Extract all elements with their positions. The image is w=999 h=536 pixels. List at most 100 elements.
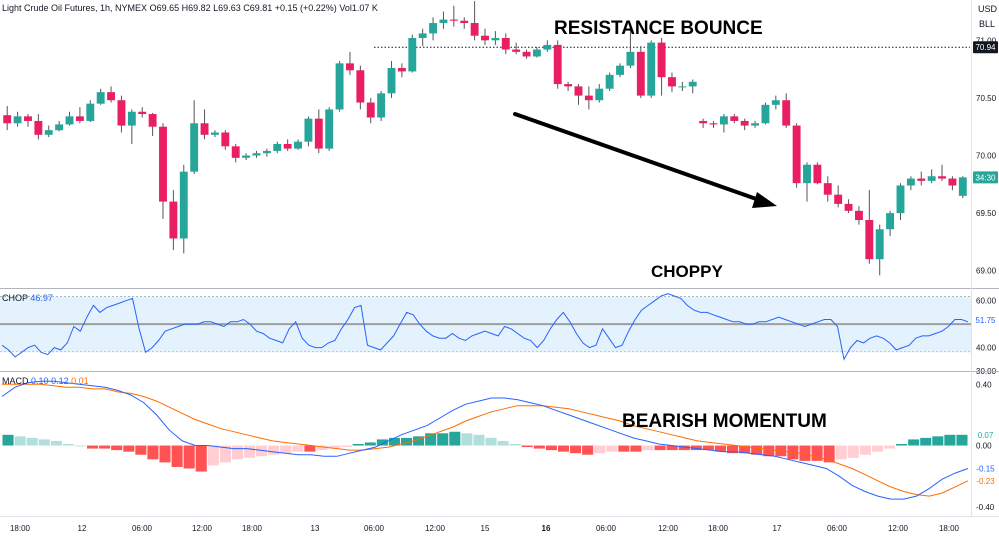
macd-pane[interactable]: 0.40 0.00 -0.40 0.07 -0.15 -0.23 [1, 380, 998, 512]
candle-down[interactable] [314, 118, 323, 149]
candle-down[interactable] [169, 201, 178, 239]
candle-down[interactable] [75, 116, 84, 121]
candle-down[interactable] [512, 49, 521, 52]
candle-down[interactable] [366, 102, 375, 118]
candle-up[interactable] [55, 124, 64, 131]
candle-up[interactable] [190, 123, 199, 172]
candle-down[interactable] [584, 95, 593, 101]
candle-up[interactable] [304, 118, 313, 142]
candle-up[interactable] [771, 100, 780, 105]
candle-down[interactable] [854, 210, 863, 221]
candle-down[interactable] [657, 42, 666, 78]
candle-down[interactable] [844, 203, 853, 211]
candle-down[interactable] [813, 164, 822, 184]
candle-up[interactable] [616, 65, 624, 75]
candle-down[interactable] [449, 19, 458, 21]
macd-signal-line[interactable] [2, 383, 969, 497]
price-pane[interactable]: 71.00 70.50 70.00 69.50 69.00 70.94 34:30 [3, 1, 998, 276]
candle-up[interactable] [44, 130, 53, 135]
candle-up[interactable] [958, 177, 967, 196]
candle-up[interactable] [532, 49, 541, 57]
candle-down[interactable] [792, 125, 801, 184]
candle-down[interactable] [636, 51, 645, 96]
candle-down[interactable] [397, 67, 406, 72]
candle-down[interactable] [699, 120, 708, 124]
candle-up[interactable] [210, 132, 219, 135]
candle-up[interactable] [429, 23, 438, 34]
candle-down[interactable] [356, 70, 365, 103]
currency-label[interactable]: USD [978, 4, 998, 14]
candle-up[interactable] [65, 116, 74, 125]
candle-up[interactable] [262, 150, 271, 154]
candle-up[interactable] [325, 109, 334, 149]
candle-down[interactable] [3, 115, 12, 124]
candle-down[interactable] [501, 38, 510, 50]
candle-up[interactable] [761, 104, 770, 124]
macd-line[interactable] [1, 380, 969, 500]
candle-down[interactable] [481, 35, 489, 41]
candle-up[interactable] [86, 103, 95, 121]
candle-down[interactable] [730, 116, 739, 121]
candle-up[interactable] [418, 33, 427, 39]
candle-down[interactable] [24, 116, 32, 121]
candle-down[interactable] [938, 176, 946, 179]
candle-down[interactable] [346, 63, 354, 71]
candle-up[interactable] [886, 213, 895, 230]
candle-down[interactable] [200, 123, 209, 135]
candle-up[interactable] [408, 38, 417, 72]
candle-down[interactable] [740, 120, 749, 126]
candle-down[interactable] [668, 77, 676, 87]
candle-up[interactable] [273, 144, 282, 151]
candle-down[interactable] [834, 194, 843, 204]
candle-up[interactable] [179, 171, 188, 239]
candle-up[interactable] [491, 38, 500, 41]
candle-up[interactable] [294, 141, 302, 149]
candle-down[interactable] [948, 178, 957, 186]
candle-up[interactable] [626, 51, 635, 66]
candle-up[interactable] [906, 178, 915, 186]
candle-down[interactable] [34, 120, 43, 135]
chop-line[interactable] [1, 293, 969, 361]
candle-up[interactable] [875, 229, 884, 260]
candle-up[interactable] [439, 19, 448, 24]
candle-down[interactable] [283, 144, 292, 149]
candle-up[interactable] [803, 164, 811, 184]
candle-down[interactable] [107, 92, 116, 101]
candle-up[interactable] [377, 93, 386, 118]
time-axis[interactable]: 18:00 12 06:00 12:00 18:00 13 06:00 12:00 15 16 06… [0, 516, 999, 534]
candle-down[interactable] [917, 178, 926, 181]
candle-down[interactable] [782, 100, 791, 126]
candle-up[interactable] [252, 153, 261, 156]
candle-up[interactable] [335, 63, 344, 110]
candle-down[interactable] [231, 146, 240, 158]
candle-down[interactable] [159, 126, 167, 202]
candle-down[interactable] [460, 20, 469, 24]
candle-down[interactable] [470, 23, 479, 36]
candle-up[interactable] [719, 116, 728, 125]
candle-down[interactable] [522, 51, 531, 57]
candle-up[interactable] [595, 88, 604, 101]
candle-down[interactable] [553, 44, 562, 85]
candle-up[interactable] [242, 155, 251, 158]
candle-up[interactable] [387, 67, 396, 94]
candle-up[interactable] [543, 44, 552, 50]
candle-down[interactable] [148, 114, 157, 127]
candle-up[interactable] [13, 116, 22, 124]
candle-up[interactable] [605, 74, 614, 89]
scale-mode-label[interactable]: BLL [979, 19, 996, 29]
candle-down[interactable] [574, 86, 583, 96]
candle-up[interactable] [678, 86, 687, 88]
candle-down[interactable] [564, 84, 573, 87]
candle-up[interactable] [927, 176, 936, 181]
candle-up[interactable] [127, 111, 136, 126]
candle-up[interactable] [688, 81, 697, 87]
candle-down[interactable] [823, 183, 832, 195]
candle-down[interactable] [865, 220, 874, 260]
candle-up[interactable] [896, 185, 905, 214]
candle-up[interactable] [96, 92, 105, 104]
candle-up[interactable] [647, 42, 656, 96]
candle-down[interactable] [709, 123, 718, 125]
candle-down[interactable] [221, 132, 230, 147]
